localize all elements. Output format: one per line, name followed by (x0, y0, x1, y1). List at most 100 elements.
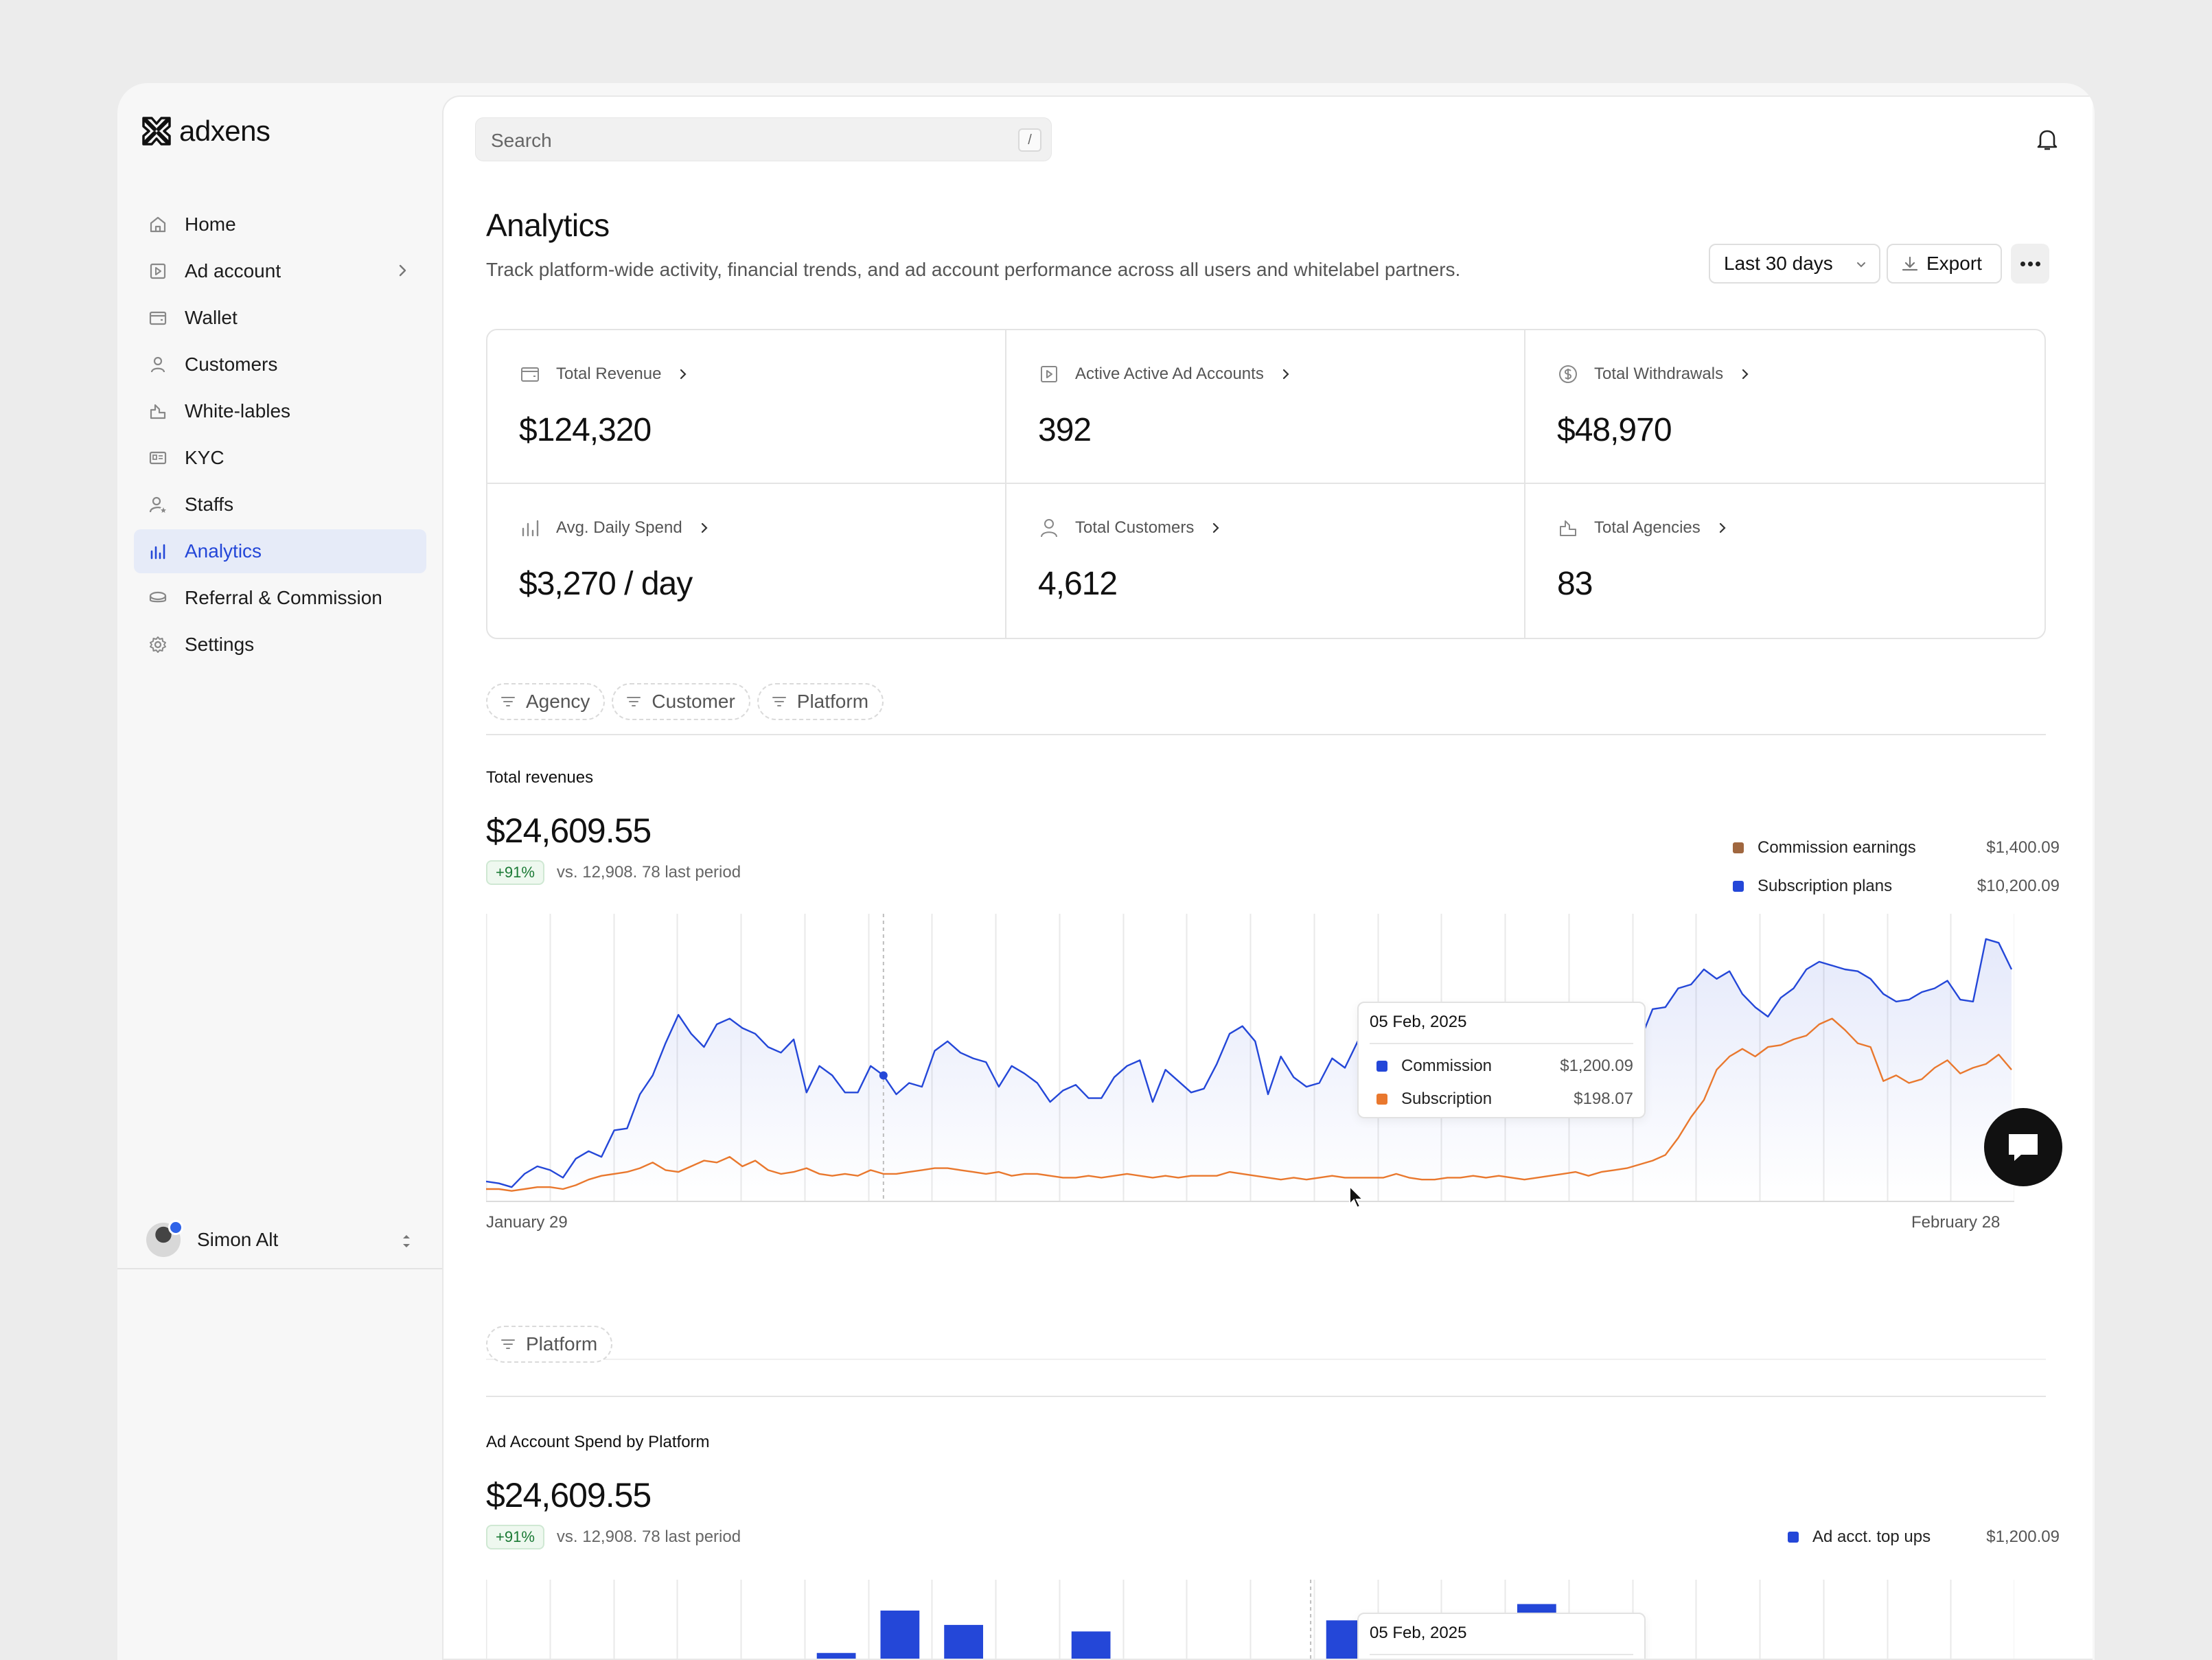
stat-value: $3,270 / day (519, 566, 693, 602)
page-subtitle: Track platform-wide activity, financial … (486, 259, 1461, 280)
date-range-value: Last 30 days (1724, 253, 1833, 274)
sidebar-item-label: Home (185, 214, 236, 235)
stat-value: 83 (1557, 566, 1593, 602)
mouse-cursor-icon (1349, 1185, 1365, 1209)
chevron-right-icon (1213, 522, 1219, 533)
stat-value: $48,970 (1557, 412, 1672, 448)
stat-label: Total Withdrawals (1594, 365, 1724, 383)
wallet-icon (521, 367, 539, 382)
sidebar-item-white-lables[interactable]: White-lables (134, 389, 426, 433)
stat-card-total-customers[interactable]: Total Customers 4,612 (1006, 484, 1525, 638)
legend-label: Ad acct. top ups (1812, 1528, 1931, 1546)
sidebar-item-wallet[interactable]: Wallet (134, 296, 426, 340)
tooltip-row-subscription: Subscription $198.07 (1376, 1085, 1633, 1113)
sidebar-item-referral[interactable]: Referral & Commission (134, 576, 426, 620)
more-options-button[interactable] (2011, 244, 2049, 284)
gear-icon (146, 633, 170, 656)
main-panel: Search / Analytics Track platform-wide a… (442, 95, 2093, 1660)
user-menu[interactable]: Simon Alt (134, 1214, 426, 1265)
spend-legend: Ad acct. top ups $1,200.09 (1788, 1518, 2060, 1556)
tooltip-series-value: $198.07 (1574, 1090, 1633, 1108)
bar-chart-icon (146, 540, 170, 563)
chevron-right-icon (680, 369, 687, 380)
revenue-total-value: $24,609.55 (486, 811, 652, 850)
delta-comparison: vs. 12,908. 78 last period (556, 863, 741, 881)
hover-point (879, 1071, 888, 1080)
revenue-line-chart[interactable] (486, 914, 2014, 1202)
app-window: adxens Home Ad account Wallet Customers (117, 83, 2095, 1660)
chevron-down-icon (1857, 262, 1865, 268)
chevron-right-icon (1282, 369, 1289, 380)
more-dot (2020, 262, 2025, 266)
filter-chip-platform[interactable]: Platform (757, 683, 884, 720)
user-name: Simon Alt (197, 1229, 279, 1250)
section-spacer (486, 1359, 2046, 1360)
stat-card-total-withdrawals[interactable]: Total Withdrawals $48,970 (1525, 330, 2044, 484)
stat-label: Total Revenue (556, 365, 662, 383)
revenue-chart-tooltip: 05 Feb, 2025 Commission $1,200.09 Subscr… (1357, 1002, 1646, 1118)
user-star-icon (146, 493, 170, 516)
stat-label: Total Customers (1075, 518, 1195, 537)
x-axis-start-label: January 29 (486, 1213, 568, 1232)
filter-chip-platform[interactable]: Platform (486, 1326, 613, 1363)
filter-chip-label: Agency (526, 691, 590, 712)
series-area-subscription (486, 938, 2012, 1202)
chat-button[interactable] (1984, 1108, 2062, 1186)
legend-swatch (1733, 881, 1744, 892)
bell-icon[interactable] (2034, 126, 2061, 153)
stat-card-active-ad-accounts[interactable]: Active Active Ad Accounts 392 (1006, 330, 1525, 484)
sidebar-item-kyc[interactable]: KYC (134, 436, 426, 480)
chevron-right-icon (701, 522, 708, 533)
series-line-subscription (486, 938, 2013, 1188)
revenue-section-title: Total revenues (486, 768, 594, 787)
tooltip-series-name: Commission (1401, 1057, 1493, 1075)
legend-value: $10,200.09 (1977, 877, 2060, 895)
filter-chip-label: Platform (526, 1333, 598, 1354)
stat-value: 4,612 (1038, 566, 1118, 602)
spend-total-value: $24,609.55 (486, 1476, 652, 1514)
date-range-select[interactable]: Last 30 days (1709, 244, 1880, 284)
more-dot (2036, 262, 2040, 266)
legend-value: $1,400.09 (1986, 838, 2060, 857)
coins-icon (146, 586, 170, 610)
filter-chip-customer[interactable]: Customer (612, 683, 750, 720)
legend-swatch (1733, 842, 1744, 853)
search-input[interactable]: Search / (475, 117, 1052, 161)
spend-bar-chart[interactable] (486, 1580, 2014, 1660)
sidebar-item-settings[interactable]: Settings (134, 623, 426, 667)
export-label: Export (1926, 253, 1982, 274)
spend-chart-tooltip: 05 Feb, 2025 (1357, 1613, 1646, 1659)
sidebar-item-label: Referral & Commission (185, 587, 382, 608)
search-placeholder: Search (491, 130, 552, 151)
avatar (146, 1220, 183, 1257)
filter-icon (501, 1339, 515, 1349)
wallet-icon (146, 306, 170, 330)
delta-comparison: vs. 12,908. 78 last period (556, 1528, 741, 1546)
brand-logo[interactable]: adxens (141, 115, 270, 148)
sidebar-item-analytics[interactable]: Analytics (134, 529, 426, 573)
legend-value: $1,200.09 (1986, 1528, 2060, 1546)
sidebar-item-customers[interactable]: Customers (134, 343, 426, 387)
sidebar-nav: Home Ad account Wallet Customers White-l… (134, 203, 426, 669)
play-square-icon (146, 260, 170, 283)
stat-value: 392 (1038, 412, 1092, 448)
tooltip-date: 05 Feb, 2025 (1370, 1013, 1467, 1031)
stat-card-total-revenue[interactable]: Total Revenue $124,320 (487, 330, 1006, 484)
sidebar-item-staffs[interactable]: Staffs (134, 483, 426, 527)
tooltip-divider (1370, 1043, 1633, 1044)
sidebar-item-ad-account[interactable]: Ad account (134, 249, 426, 293)
stat-card-avg-daily-spend[interactable]: Avg. Daily Spend $3,270 / day (487, 484, 1006, 638)
legend-item-subscription: Subscription plans $10,200.09 (1733, 867, 2060, 906)
legend-label: Subscription plans (1758, 877, 1893, 895)
stat-card-total-agencies[interactable]: Total Agencies 83 (1525, 484, 2044, 638)
sidebar-item-label: Analytics (185, 540, 262, 562)
filter-icon (501, 697, 515, 706)
search-shortcut-key: / (1018, 128, 1041, 152)
section-divider (486, 734, 2046, 735)
filter-chip-agency[interactable]: Agency (486, 683, 606, 720)
delta-badge: +91% (486, 860, 544, 885)
filter-icon (772, 697, 786, 706)
dollar-circle-icon (1559, 365, 1577, 383)
sidebar-item-home[interactable]: Home (134, 203, 426, 246)
export-button[interactable]: Export (1887, 244, 2002, 284)
